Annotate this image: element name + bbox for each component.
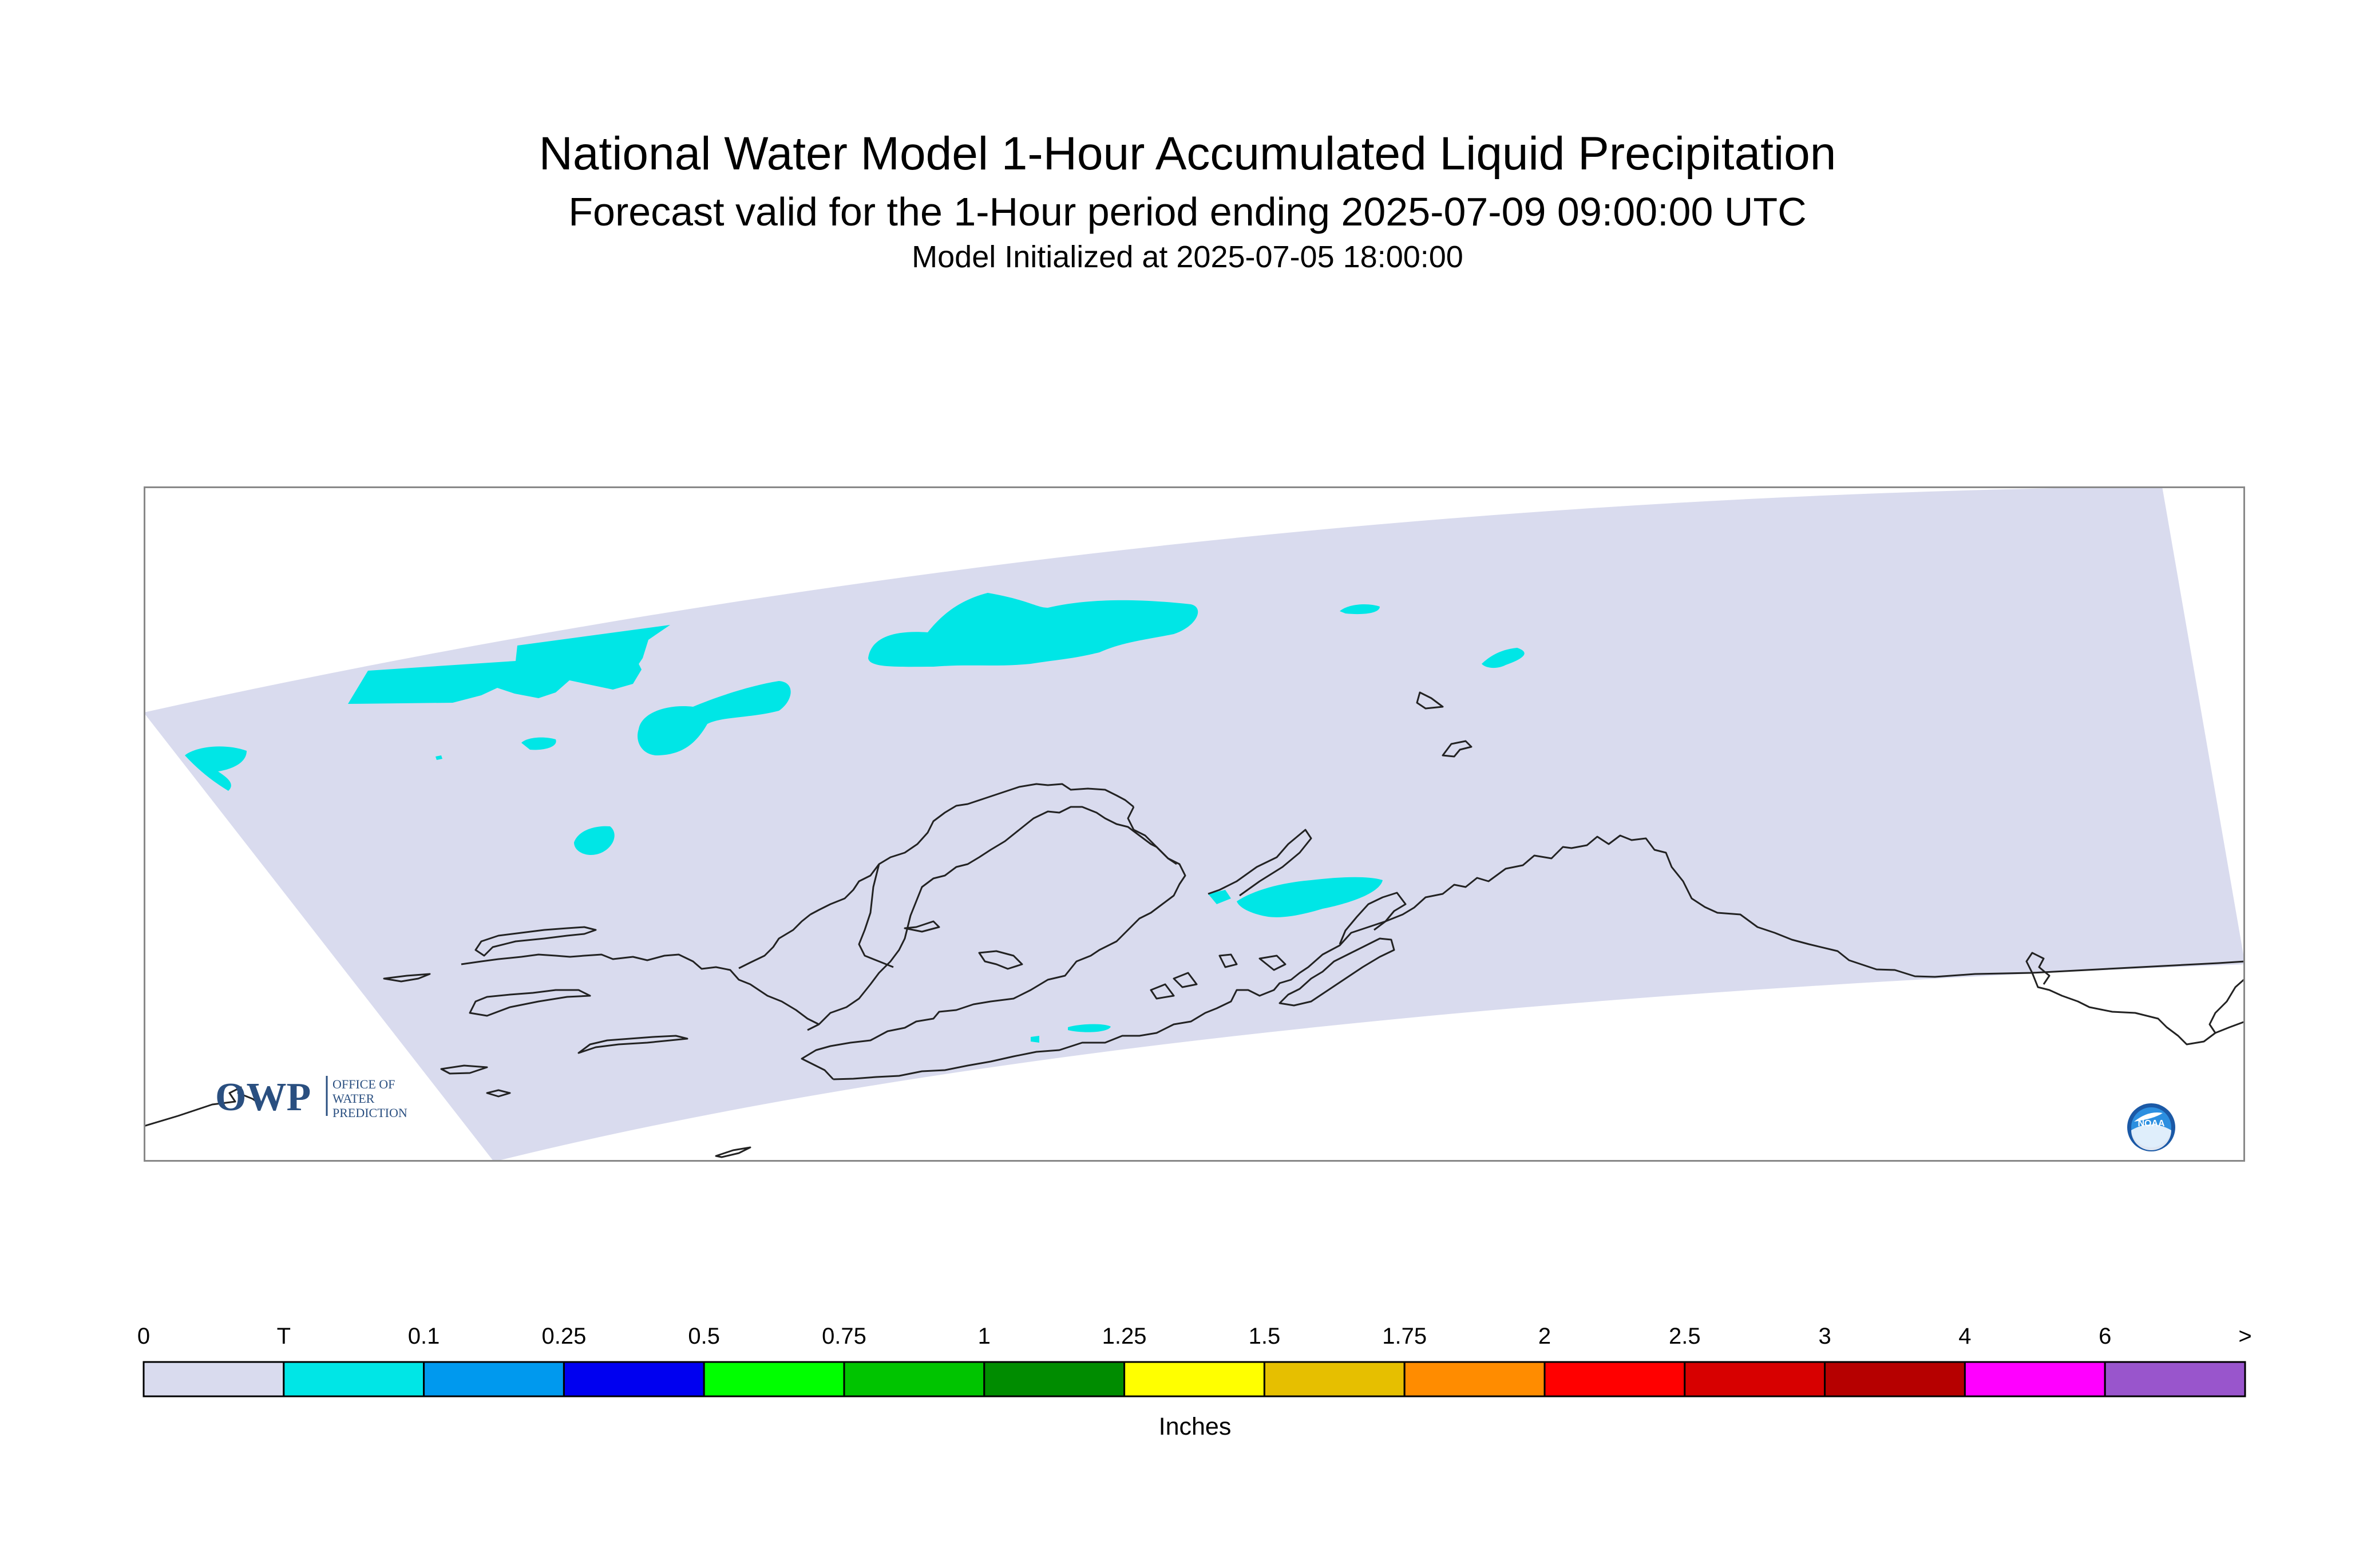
coastlines (144, 691, 2245, 1158)
island-pribilof (577, 1035, 688, 1054)
island-nunivak (469, 989, 591, 1017)
precip-cell (1237, 877, 1383, 917)
legend-color-boxes (142, 1361, 2246, 1397)
precip-cell (348, 625, 670, 704)
legend-color-box (1964, 1361, 2106, 1397)
owp-logo-line1: OFFICE OF (332, 1077, 395, 1091)
owp-logo-line3: PREDICTION (332, 1106, 407, 1120)
precip-cell (1068, 1024, 1111, 1032)
legend-tick-label: > (2238, 1324, 2251, 1349)
coastline-bristol-bay (461, 953, 820, 1025)
legend-tick-label: 2 (1538, 1324, 1551, 1349)
legend-tick-label: 0.1 (408, 1324, 440, 1349)
island-nelson (978, 950, 1023, 970)
legend-unit-label: Inches (1159, 1413, 1232, 1440)
legend-tick-label: 1 (978, 1324, 991, 1349)
precip-cell (567, 654, 642, 690)
precip-cell (1482, 648, 1525, 668)
island-southwest-1 (383, 973, 431, 983)
legend-tick-label: 1.5 (1249, 1324, 1281, 1349)
island-aleutian-group (1150, 953, 1287, 1000)
precip-cell (436, 755, 442, 760)
coastline-southeast-inlets (2025, 952, 2051, 985)
island-north-arctic (1442, 740, 1472, 758)
legend-color-box (1123, 1361, 1265, 1397)
model-init-time: Model Initialized at 2025-07-05 18:00:00 (912, 240, 1463, 274)
legend-color-box (1543, 1361, 1686, 1397)
coastline-seward (1127, 806, 1177, 865)
legend-tick-label: 0 (137, 1324, 150, 1349)
legend-tick-label: 1.75 (1382, 1324, 1427, 1349)
island-southwest-4 (715, 1146, 751, 1158)
legend-tick-label: 6 (2099, 1324, 2111, 1349)
coastline-southeast (2031, 972, 2245, 1046)
coastline-alaska-range (858, 864, 894, 968)
legend-color-box (563, 1361, 705, 1397)
island-southwest-3 (486, 1089, 511, 1098)
noaa-logo-text: NOAA (2138, 1119, 2165, 1129)
legend-tick-label: 0.25 (541, 1324, 586, 1349)
color-legend: 0 T 0.1 0.25 0.5 0.75 1 1.25 1.5 1.75 2 2.5 3 4 6 > Inc… (137, 1324, 2252, 1440)
legend-tick-label: T (277, 1324, 291, 1349)
chart-title: National Water Model 1-Hour Accumulated … (539, 128, 1836, 180)
coastline-cook-inlet (1208, 829, 1312, 897)
forecast-valid-subtitle: Forecast valid for the 1-Hour period end… (568, 189, 1807, 234)
noaa-logo: NOAA (2127, 1103, 2175, 1151)
precip-cell (1208, 890, 1231, 904)
precipitation-areas (185, 593, 1525, 1043)
legend-tick-label: 2.5 (1669, 1324, 1701, 1349)
legend-color-box (843, 1361, 985, 1397)
legend-tick-label: 4 (1958, 1324, 1971, 1349)
map-frame (144, 486, 2245, 1162)
legend-color-box (2104, 1361, 2246, 1397)
legend-color-box (1824, 1361, 1966, 1397)
legend-color-box (142, 1361, 285, 1397)
model-domain-area (144, 486, 2245, 1162)
legend-tick-label: 1.25 (1102, 1324, 1147, 1349)
island-southwest-2 (440, 1064, 488, 1075)
owp-logo-line2: WATER (332, 1091, 375, 1106)
coastline-norton-sound (810, 783, 1134, 916)
legend-color-box (423, 1361, 565, 1397)
precip-cell (185, 746, 247, 791)
legend-color-box (283, 1361, 425, 1397)
island-western-arctic (1416, 691, 1444, 710)
precipitation-map: OWP OFFICE OF WATER PREDICTION NOAA (144, 486, 2245, 1162)
coastline-kenai (1339, 892, 1407, 945)
owp-logo-mark: OWP (215, 1075, 311, 1119)
precip-cell (638, 681, 791, 755)
precip-cell (574, 826, 615, 855)
island-bottom-left (144, 1086, 262, 1127)
legend-color-box (1403, 1361, 1546, 1397)
coastline-southeast-islands (2208, 977, 2245, 1034)
precip-cell (1340, 604, 1380, 615)
legend-tick-labels: 0 T 0.1 0.25 0.5 0.75 1 1.25 1.5 1.75 2 2.5 3 4 6 > (137, 1324, 2252, 1349)
owp-logo: OWP OFFICE OF WATER PREDICTION (215, 1075, 407, 1120)
island-kodiak (1278, 937, 1395, 1007)
precip-cell (1031, 1036, 1039, 1043)
legend-tick-label: 3 (1818, 1324, 1831, 1349)
legend-color-box (983, 1361, 1126, 1397)
legend-color-box (1263, 1361, 1406, 1397)
legend-color-box (1684, 1361, 1826, 1397)
legend-tick-label: 0.75 (822, 1324, 866, 1349)
island-saint-matthew (904, 920, 940, 933)
precip-cell (521, 737, 556, 750)
coastline-western (738, 913, 811, 969)
coastline-mainland (833, 834, 2245, 1080)
legend-color-box (703, 1361, 845, 1397)
precip-cell (868, 593, 1198, 667)
legend-tick-label: 0.5 (688, 1324, 720, 1349)
island-st-lawrence (474, 926, 597, 957)
